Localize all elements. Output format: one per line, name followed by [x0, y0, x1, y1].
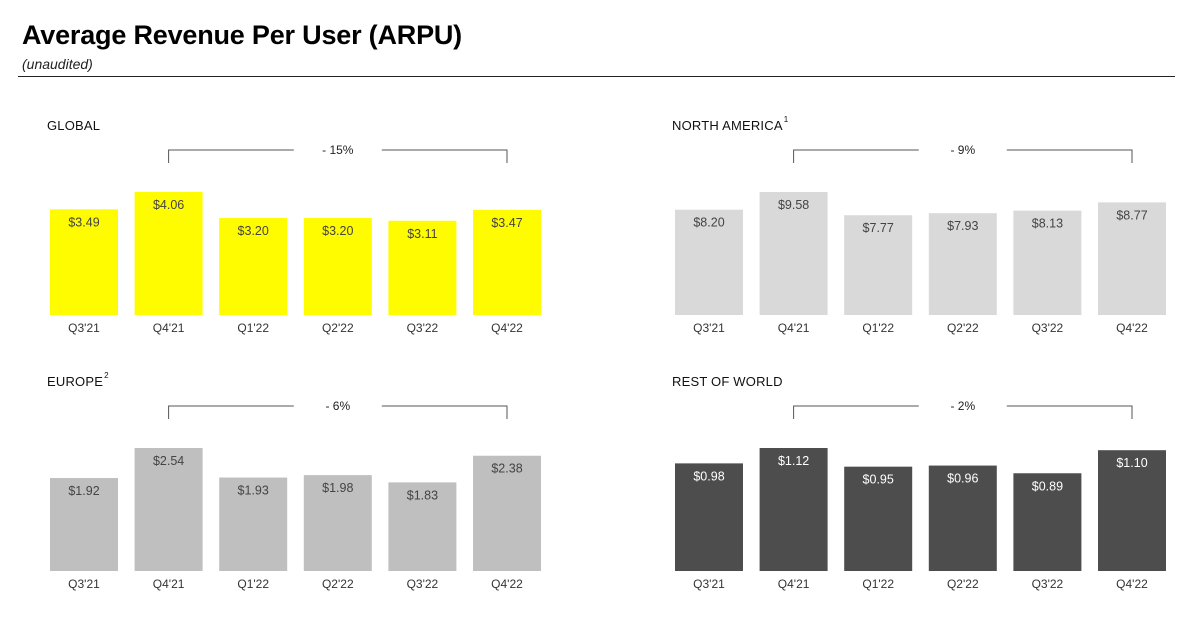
bar [675, 463, 743, 571]
bar-value-label: $8.77 [1116, 208, 1147, 222]
x-tick-label: Q4'21 [153, 577, 185, 591]
chart-panel-europe: EUROPE2 $1.92 Q3'21 $2.54 Q4'21 $1.93 Q1'22 $1… [47, 371, 567, 619]
x-tick-label: Q1'22 [237, 577, 269, 591]
x-tick-label: Q4'22 [491, 321, 523, 335]
chart-panel-global: GLOBAL $3.49 Q3'21 $4.06 Q4'21 $3.20 Q1'22 $3.… [47, 118, 567, 363]
bar [388, 220, 457, 315]
bar-value-label: $1.12 [778, 454, 809, 468]
x-tick-label: Q2'22 [322, 321, 354, 335]
bar-value-label: $4.06 [153, 198, 184, 212]
bar [388, 482, 457, 571]
bar-value-label: $3.49 [68, 215, 99, 229]
bar [844, 466, 913, 571]
x-tick-label: Q2'22 [947, 577, 979, 591]
x-tick-label: Q4'22 [1116, 321, 1148, 335]
bar-value-label: $3.20 [322, 224, 353, 238]
x-tick-label: Q3'22 [407, 321, 439, 335]
page-subtitle: (unaudited) [22, 56, 93, 72]
bar-value-label: $2.38 [491, 462, 522, 476]
change-bracket [168, 405, 508, 419]
bar-value-label: $1.98 [322, 481, 353, 495]
x-tick-label: Q1'22 [862, 577, 894, 591]
bar-value-label: $3.20 [238, 224, 269, 238]
x-tick-label: Q4'21 [778, 577, 810, 591]
x-tick-label: Q4'21 [153, 321, 185, 335]
bar [759, 448, 828, 571]
bar [675, 209, 743, 315]
change-label: - 15% [322, 143, 354, 157]
bar-value-label: $0.98 [693, 469, 724, 483]
bar-value-label: $3.47 [491, 216, 522, 230]
bar [303, 475, 372, 571]
bar-value-label: $0.95 [863, 473, 894, 487]
bar-value-label: $8.13 [1032, 217, 1063, 231]
bar [928, 465, 997, 571]
change-label: - 6% [325, 399, 350, 413]
bar [1098, 450, 1166, 571]
bar [1013, 210, 1082, 315]
bar-chart: $3.49 Q3'21 $4.06 Q4'21 $3.20 Q1'22 $3.20 Q2'22… [50, 143, 541, 335]
bar [473, 209, 541, 315]
bar-value-label: $9.58 [778, 198, 809, 212]
chart-panel-rest-of-world: REST OF WORLD $0.98 Q3'21 $1.12 Q4'21 $0.95 Q… [672, 374, 1192, 619]
x-tick-label: Q1'22 [237, 321, 269, 335]
x-tick-label: Q2'22 [322, 577, 354, 591]
bar-value-label: $0.96 [947, 472, 978, 486]
panel-title: EUROPE2 [47, 371, 109, 389]
bar [844, 215, 913, 315]
bar-chart: $0.98 Q3'21 $1.12 Q4'21 $0.95 Q1'22 $0.96 Q2'22… [675, 399, 1166, 591]
x-tick-label: Q3'22 [1032, 321, 1064, 335]
bar [473, 455, 541, 571]
bar-chart: $8.20 Q3'21 $9.58 Q4'21 $7.77 Q1'22 $7.93 Q2'22… [675, 143, 1166, 335]
bar-value-label: $7.93 [947, 219, 978, 233]
chart-panel-north-america: NORTH AMERICA1 $8.20 Q3'21 $9.58 Q4'21 $7.77… [672, 115, 1192, 363]
page-title: Average Revenue Per User (ARPU) [22, 20, 462, 50]
panel-title: NORTH AMERICA1 [672, 115, 789, 133]
bar-chart: $1.92 Q3'21 $2.54 Q4'21 $1.93 Q1'22 $1.98 Q2'22… [50, 399, 541, 591]
change-bracket [793, 149, 1133, 163]
bar [759, 192, 828, 315]
x-tick-label: Q3'22 [407, 577, 439, 591]
bar [134, 448, 203, 571]
x-tick-label: Q3'22 [1032, 577, 1064, 591]
panel-title: GLOBAL [47, 118, 101, 133]
x-tick-label: Q3'21 [693, 577, 725, 591]
bar-value-label: $0.89 [1032, 479, 1063, 493]
change-label: - 2% [950, 399, 975, 413]
bar [134, 192, 203, 315]
x-tick-label: Q4'22 [1116, 577, 1148, 591]
bar [1013, 473, 1082, 571]
x-tick-label: Q4'22 [491, 577, 523, 591]
bar-value-label: $3.11 [407, 227, 437, 241]
bar [303, 218, 372, 315]
bar-value-label: $2.54 [153, 454, 184, 468]
bar-value-label: $1.10 [1116, 456, 1147, 470]
bar-value-label: $8.20 [693, 216, 724, 230]
bar-value-label: $7.77 [863, 221, 894, 235]
change-label: - 9% [950, 143, 975, 157]
x-tick-label: Q2'22 [947, 321, 979, 335]
bar [50, 478, 118, 571]
x-tick-label: Q3'21 [68, 321, 100, 335]
bar-value-label: $1.92 [68, 484, 99, 498]
change-bracket [168, 149, 508, 163]
panel-title: REST OF WORLD [672, 374, 783, 389]
bar-value-label: $1.83 [407, 488, 438, 502]
bar [219, 218, 288, 315]
bar [928, 213, 997, 315]
bar [50, 209, 118, 315]
x-tick-label: Q4'21 [778, 321, 810, 335]
header-divider [18, 76, 1175, 77]
x-tick-label: Q3'21 [693, 321, 725, 335]
bar [219, 477, 288, 571]
bar-value-label: $1.93 [238, 484, 269, 498]
bar [1098, 202, 1166, 315]
x-tick-label: Q3'21 [68, 577, 100, 591]
x-tick-label: Q1'22 [862, 321, 894, 335]
change-bracket [793, 405, 1133, 419]
